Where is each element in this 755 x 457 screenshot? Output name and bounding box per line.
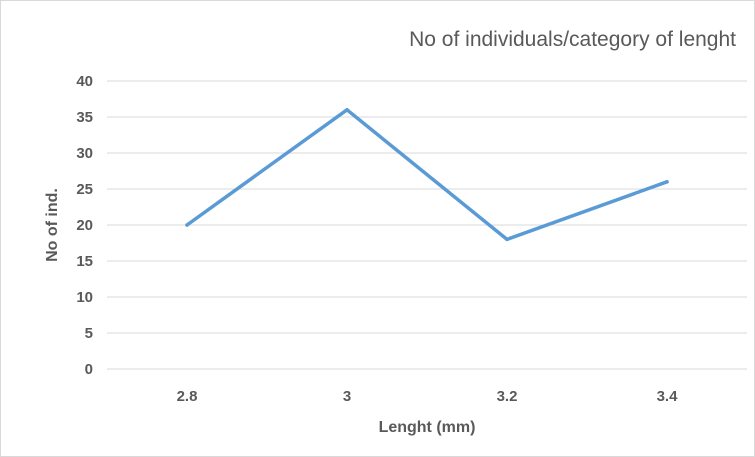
x-tick-label: 3.2 (497, 388, 518, 405)
series-layer (185, 108, 669, 242)
data-point (505, 237, 509, 242)
y-tick-label: 5 (85, 325, 93, 342)
chart-title: No of individuals/category of lenght (409, 28, 736, 51)
x-tick-label: 2.8 (177, 388, 198, 405)
y-tick-label: 25 (76, 181, 93, 198)
x-tick-label: 3 (343, 388, 351, 405)
y-axis-ticks: 0 5 10 15 20 25 30 35 40 (76, 73, 93, 378)
data-point (665, 180, 669, 184)
y-tick-label: 35 (76, 109, 93, 126)
data-point (185, 223, 189, 227)
gridlines (107, 80, 747, 370)
data-point (345, 108, 349, 112)
y-tick-label: 40 (76, 73, 93, 90)
y-tick-label: 0 (85, 361, 93, 378)
x-tick-label: 3.4 (657, 388, 679, 405)
x-axis-ticks: 2.8 3 3.2 3.4 (177, 388, 679, 405)
series-line (185, 108, 669, 242)
y-tick-label: 10 (76, 289, 93, 306)
y-tick-label: 30 (76, 145, 93, 162)
y-tick-label: 15 (76, 253, 93, 270)
y-tick-label: 20 (76, 217, 93, 234)
x-axis-title: Lenght (mm) (379, 419, 476, 436)
y-axis-title: No of ind. (44, 188, 61, 262)
